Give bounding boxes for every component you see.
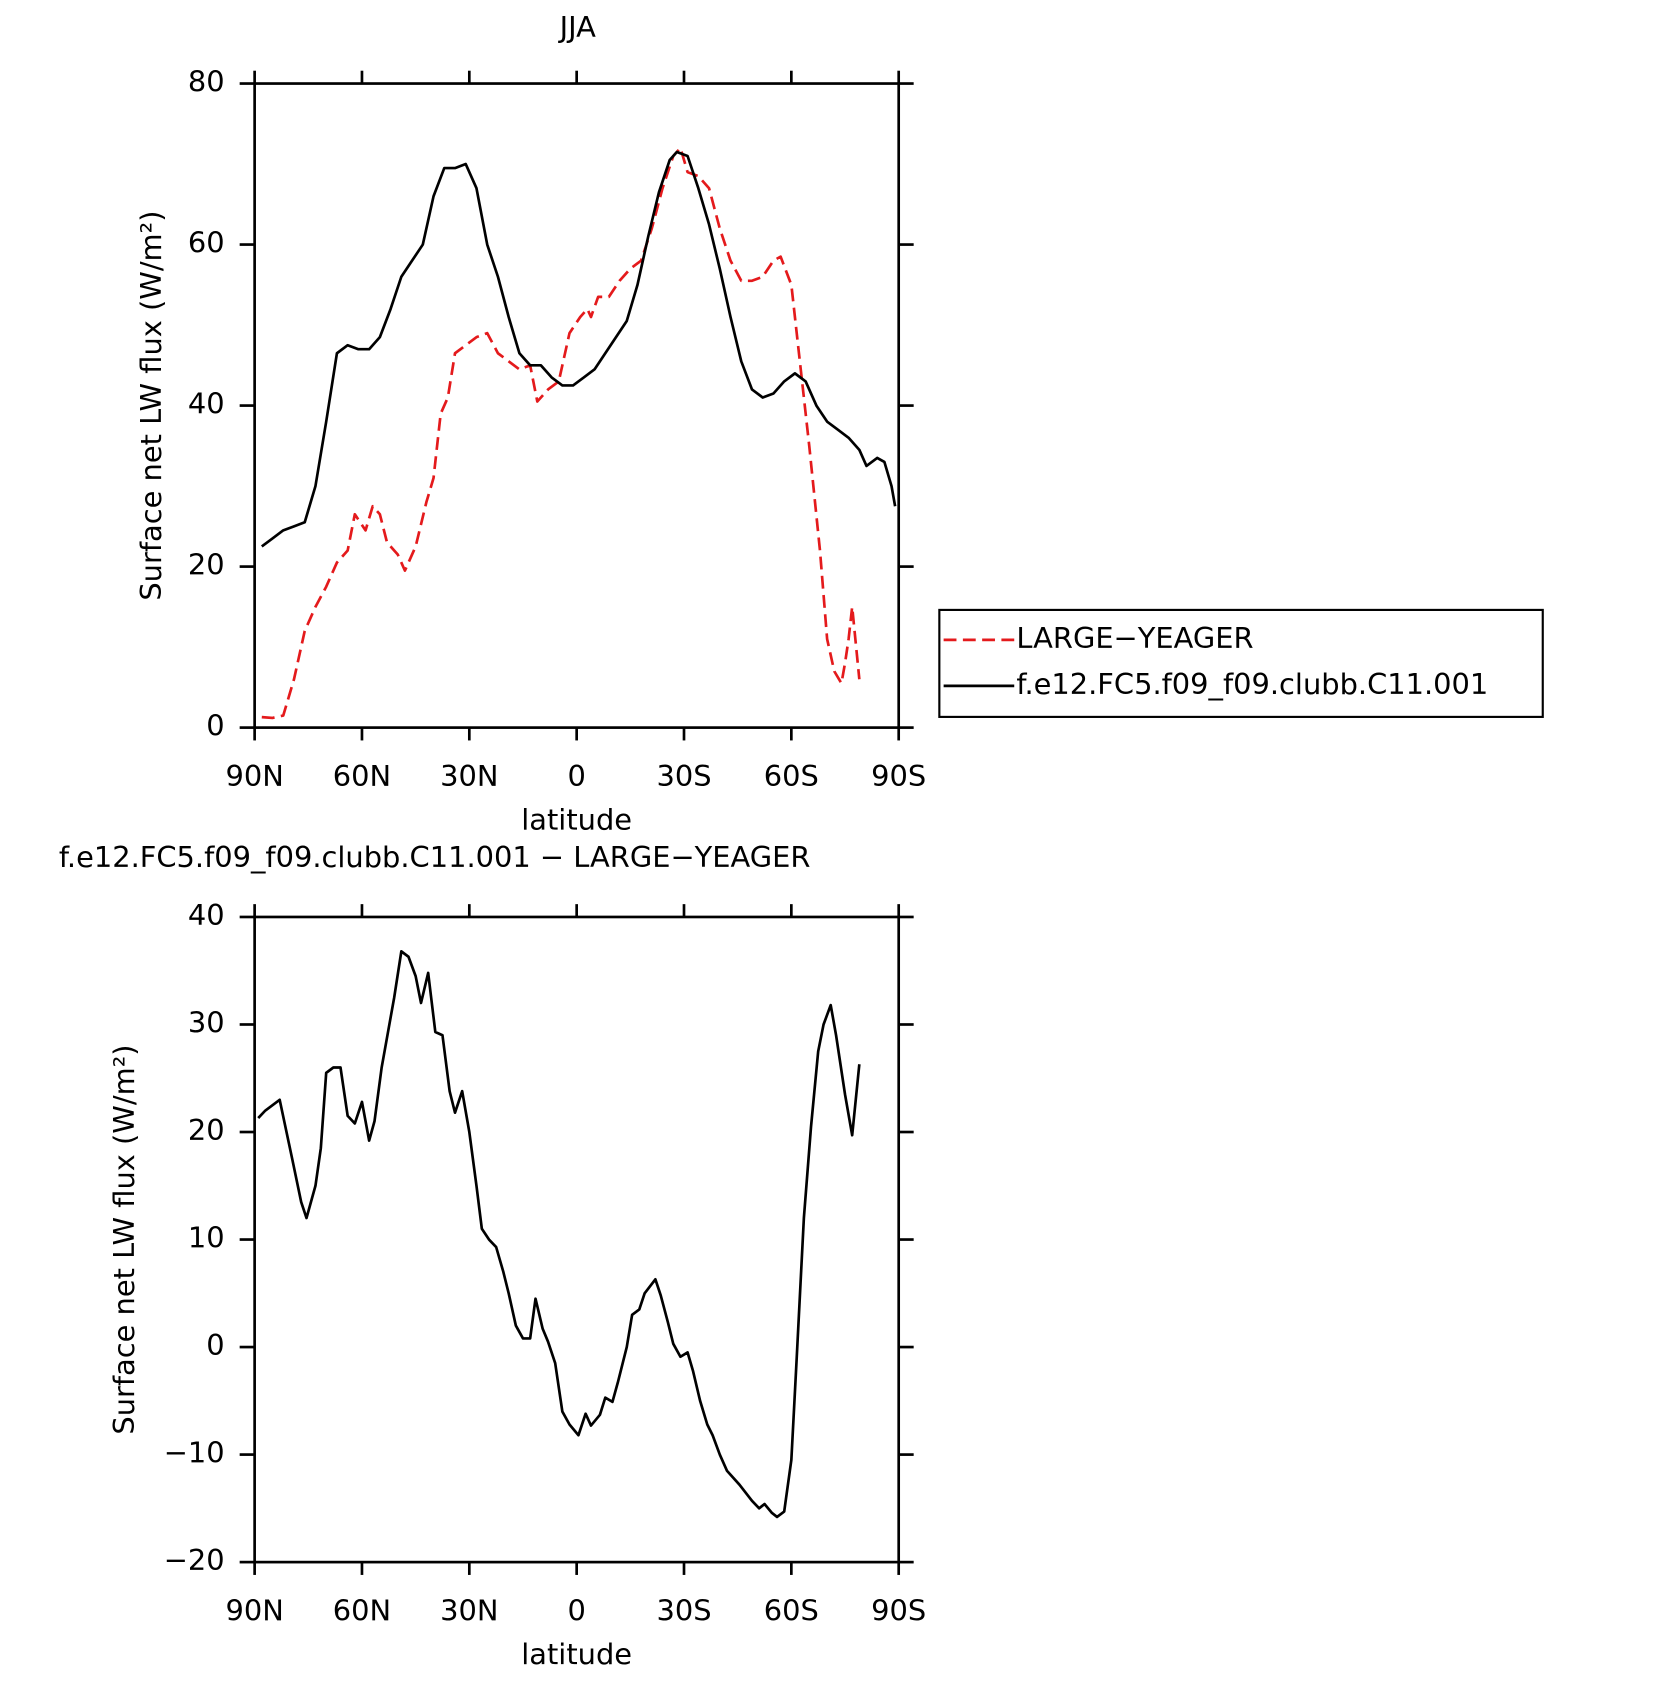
x-tick-label: 90S (871, 759, 926, 793)
y-tick-label: 80 (188, 65, 225, 99)
x-tick-label: 60N (333, 759, 391, 793)
y-tick-label: −20 (164, 1543, 225, 1577)
series-line (260, 150, 897, 548)
legend-box (938, 608, 1544, 718)
series-line (261, 146, 861, 720)
x-tick-label: 90N (225, 1593, 283, 1627)
x-tick-label: 0 (567, 1593, 585, 1627)
x-tick-label: 90N (225, 759, 283, 793)
y-tick-label: 0 (206, 1328, 224, 1362)
y-tick-label: −10 (164, 1436, 225, 1470)
legend-label: LARGE−YEAGER (1016, 621, 1253, 655)
x-tick-label: 30S (656, 1593, 711, 1627)
y-tick-label: 0 (206, 709, 224, 743)
series-line (257, 950, 861, 1519)
chart-title: JJA (558, 10, 597, 44)
x-tick-label: 60N (333, 1593, 391, 1627)
x-tick-label: 0 (567, 759, 585, 793)
chart-title: f.e12.FC5.f09_f09.clubb.C11.001 − LARGE−… (59, 840, 811, 874)
x-axis-label: latitude (521, 1637, 632, 1671)
x-tick-label: 30S (656, 759, 711, 793)
y-tick-label: 20 (188, 1113, 225, 1147)
x-tick-label: 90S (871, 1593, 926, 1627)
y-axis-label: Surface net LW flux (W/m²) (134, 210, 168, 600)
y-tick-label: 30 (188, 1005, 225, 1039)
y-tick-label: 40 (188, 387, 225, 421)
x-tick-label: 30N (440, 1593, 498, 1627)
x-tick-label: 60S (764, 1593, 819, 1627)
y-axis-label: Surface net LW flux (W/m²) (107, 1044, 141, 1434)
y-tick-label: 40 (188, 898, 225, 932)
x-axis-label: latitude (521, 803, 632, 837)
legend-label: f.e12.FC5.f09_f09.clubb.C11.001 (1016, 667, 1488, 701)
y-tick-label: 60 (188, 226, 225, 260)
plot-frame (253, 82, 901, 729)
y-tick-label: 20 (188, 548, 225, 582)
x-tick-label: 30N (440, 759, 498, 793)
x-tick-label: 60S (764, 759, 819, 793)
y-tick-label: 10 (188, 1221, 225, 1255)
